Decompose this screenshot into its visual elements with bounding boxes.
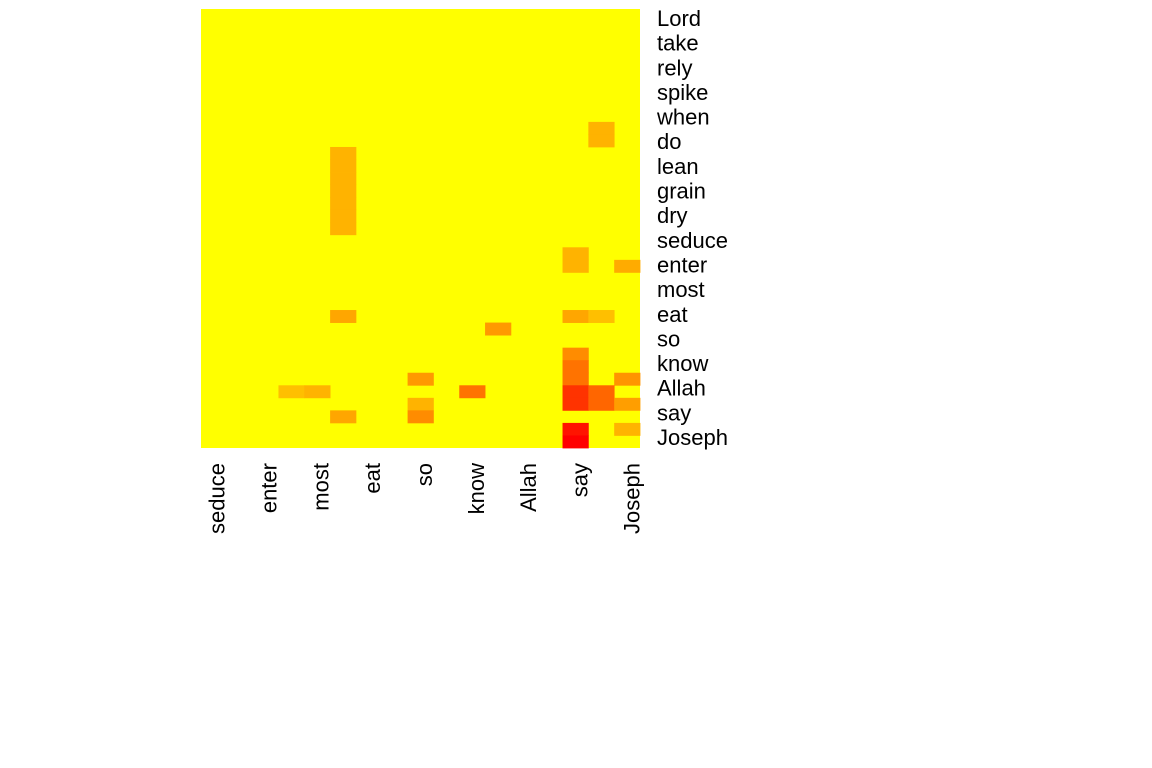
y-tick-label: rely	[657, 55, 692, 80]
heatmap-cell	[614, 259, 641, 273]
y-tick-label: Joseph	[657, 425, 728, 450]
x-tick-label: Joseph	[620, 463, 645, 534]
y-tick-label: do	[657, 129, 681, 154]
y-tick-label: grain	[657, 179, 706, 204]
y-tick-label: take	[657, 31, 699, 56]
heatmap-cell	[304, 385, 331, 399]
heatmap-cell	[562, 310, 589, 323]
heatmap-cell	[330, 222, 357, 236]
heatmap-cell	[407, 397, 434, 411]
x-tick-label: seduce	[205, 463, 230, 534]
heatmap-cell	[485, 322, 512, 336]
y-tick-label: lean	[657, 154, 699, 179]
heatmap-cell	[407, 372, 434, 386]
heatmap-cell	[588, 385, 615, 399]
heatmap-cell	[330, 410, 357, 424]
heatmap-cell	[330, 310, 357, 323]
heatmap-cell	[562, 385, 589, 399]
y-tick-label: seduce	[657, 228, 728, 253]
y-tick-label: Allah	[657, 376, 706, 401]
heatmap-cell	[562, 259, 589, 273]
heatmap-cell	[562, 372, 589, 386]
y-tick-label: enter	[657, 252, 707, 277]
x-tick-label: Allah	[516, 463, 541, 512]
heatmap-cell	[330, 159, 357, 173]
heatmap-cell	[588, 397, 615, 411]
x-tick-labels: seduce enter most eat so know Allah say Joseph	[205, 463, 645, 534]
y-tick-label: dry	[657, 203, 688, 228]
y-tick-label: so	[657, 326, 680, 351]
heatmap-cell	[562, 397, 589, 411]
heatmap-cell	[614, 372, 641, 386]
y-tick-label: Lord	[657, 6, 701, 31]
heatmap-cell	[330, 172, 357, 185]
y-tick-label: know	[657, 351, 708, 376]
x-tick-label: enter	[256, 463, 281, 513]
heatmap-cell	[562, 435, 589, 449]
heatmap-cell	[562, 347, 589, 361]
heatmap-cell	[278, 385, 305, 399]
y-tick-label: eat	[657, 302, 688, 327]
heatmap-cell	[614, 422, 641, 436]
x-tick-label: so	[412, 463, 437, 486]
heatmap-cell	[330, 197, 357, 211]
heatmap-cell	[459, 385, 486, 399]
heatmap-cell	[562, 247, 589, 261]
x-tick-label: say	[568, 463, 593, 497]
y-tick-label: most	[657, 277, 705, 302]
x-tick-label: know	[464, 463, 489, 514]
x-tick-label: most	[308, 463, 333, 511]
heatmap-cell	[588, 134, 615, 148]
heatmap-cell	[330, 146, 357, 160]
heatmap-cell	[614, 397, 641, 411]
x-tick-label: eat	[360, 463, 385, 494]
heatmap-cell	[330, 209, 357, 223]
y-tick-label: say	[657, 400, 691, 425]
y-tick-label: when	[656, 105, 710, 130]
heatmap-cell	[588, 310, 615, 323]
y-tick-label: spike	[657, 80, 708, 105]
y-tick-labels: Lordtakerelyspikewhendoleangraindryseduc…	[656, 6, 728, 450]
heatmap-cell	[562, 422, 589, 436]
heatmap-cell	[407, 410, 434, 424]
heatmap-cells	[201, 9, 641, 449]
heatmap-cell	[562, 360, 589, 374]
heatmap-cell	[330, 184, 357, 198]
heatmap-cell	[588, 121, 615, 135]
